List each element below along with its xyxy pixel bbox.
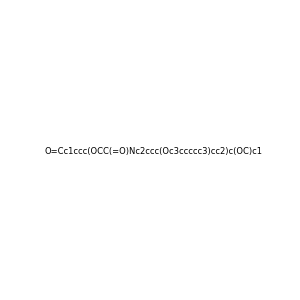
Text: O=Cc1ccc(OCC(=O)Nc2ccc(Oc3ccccc3)cc2)c(OC)c1: O=Cc1ccc(OCC(=O)Nc2ccc(Oc3ccccc3)cc2)c(O…	[45, 147, 263, 156]
